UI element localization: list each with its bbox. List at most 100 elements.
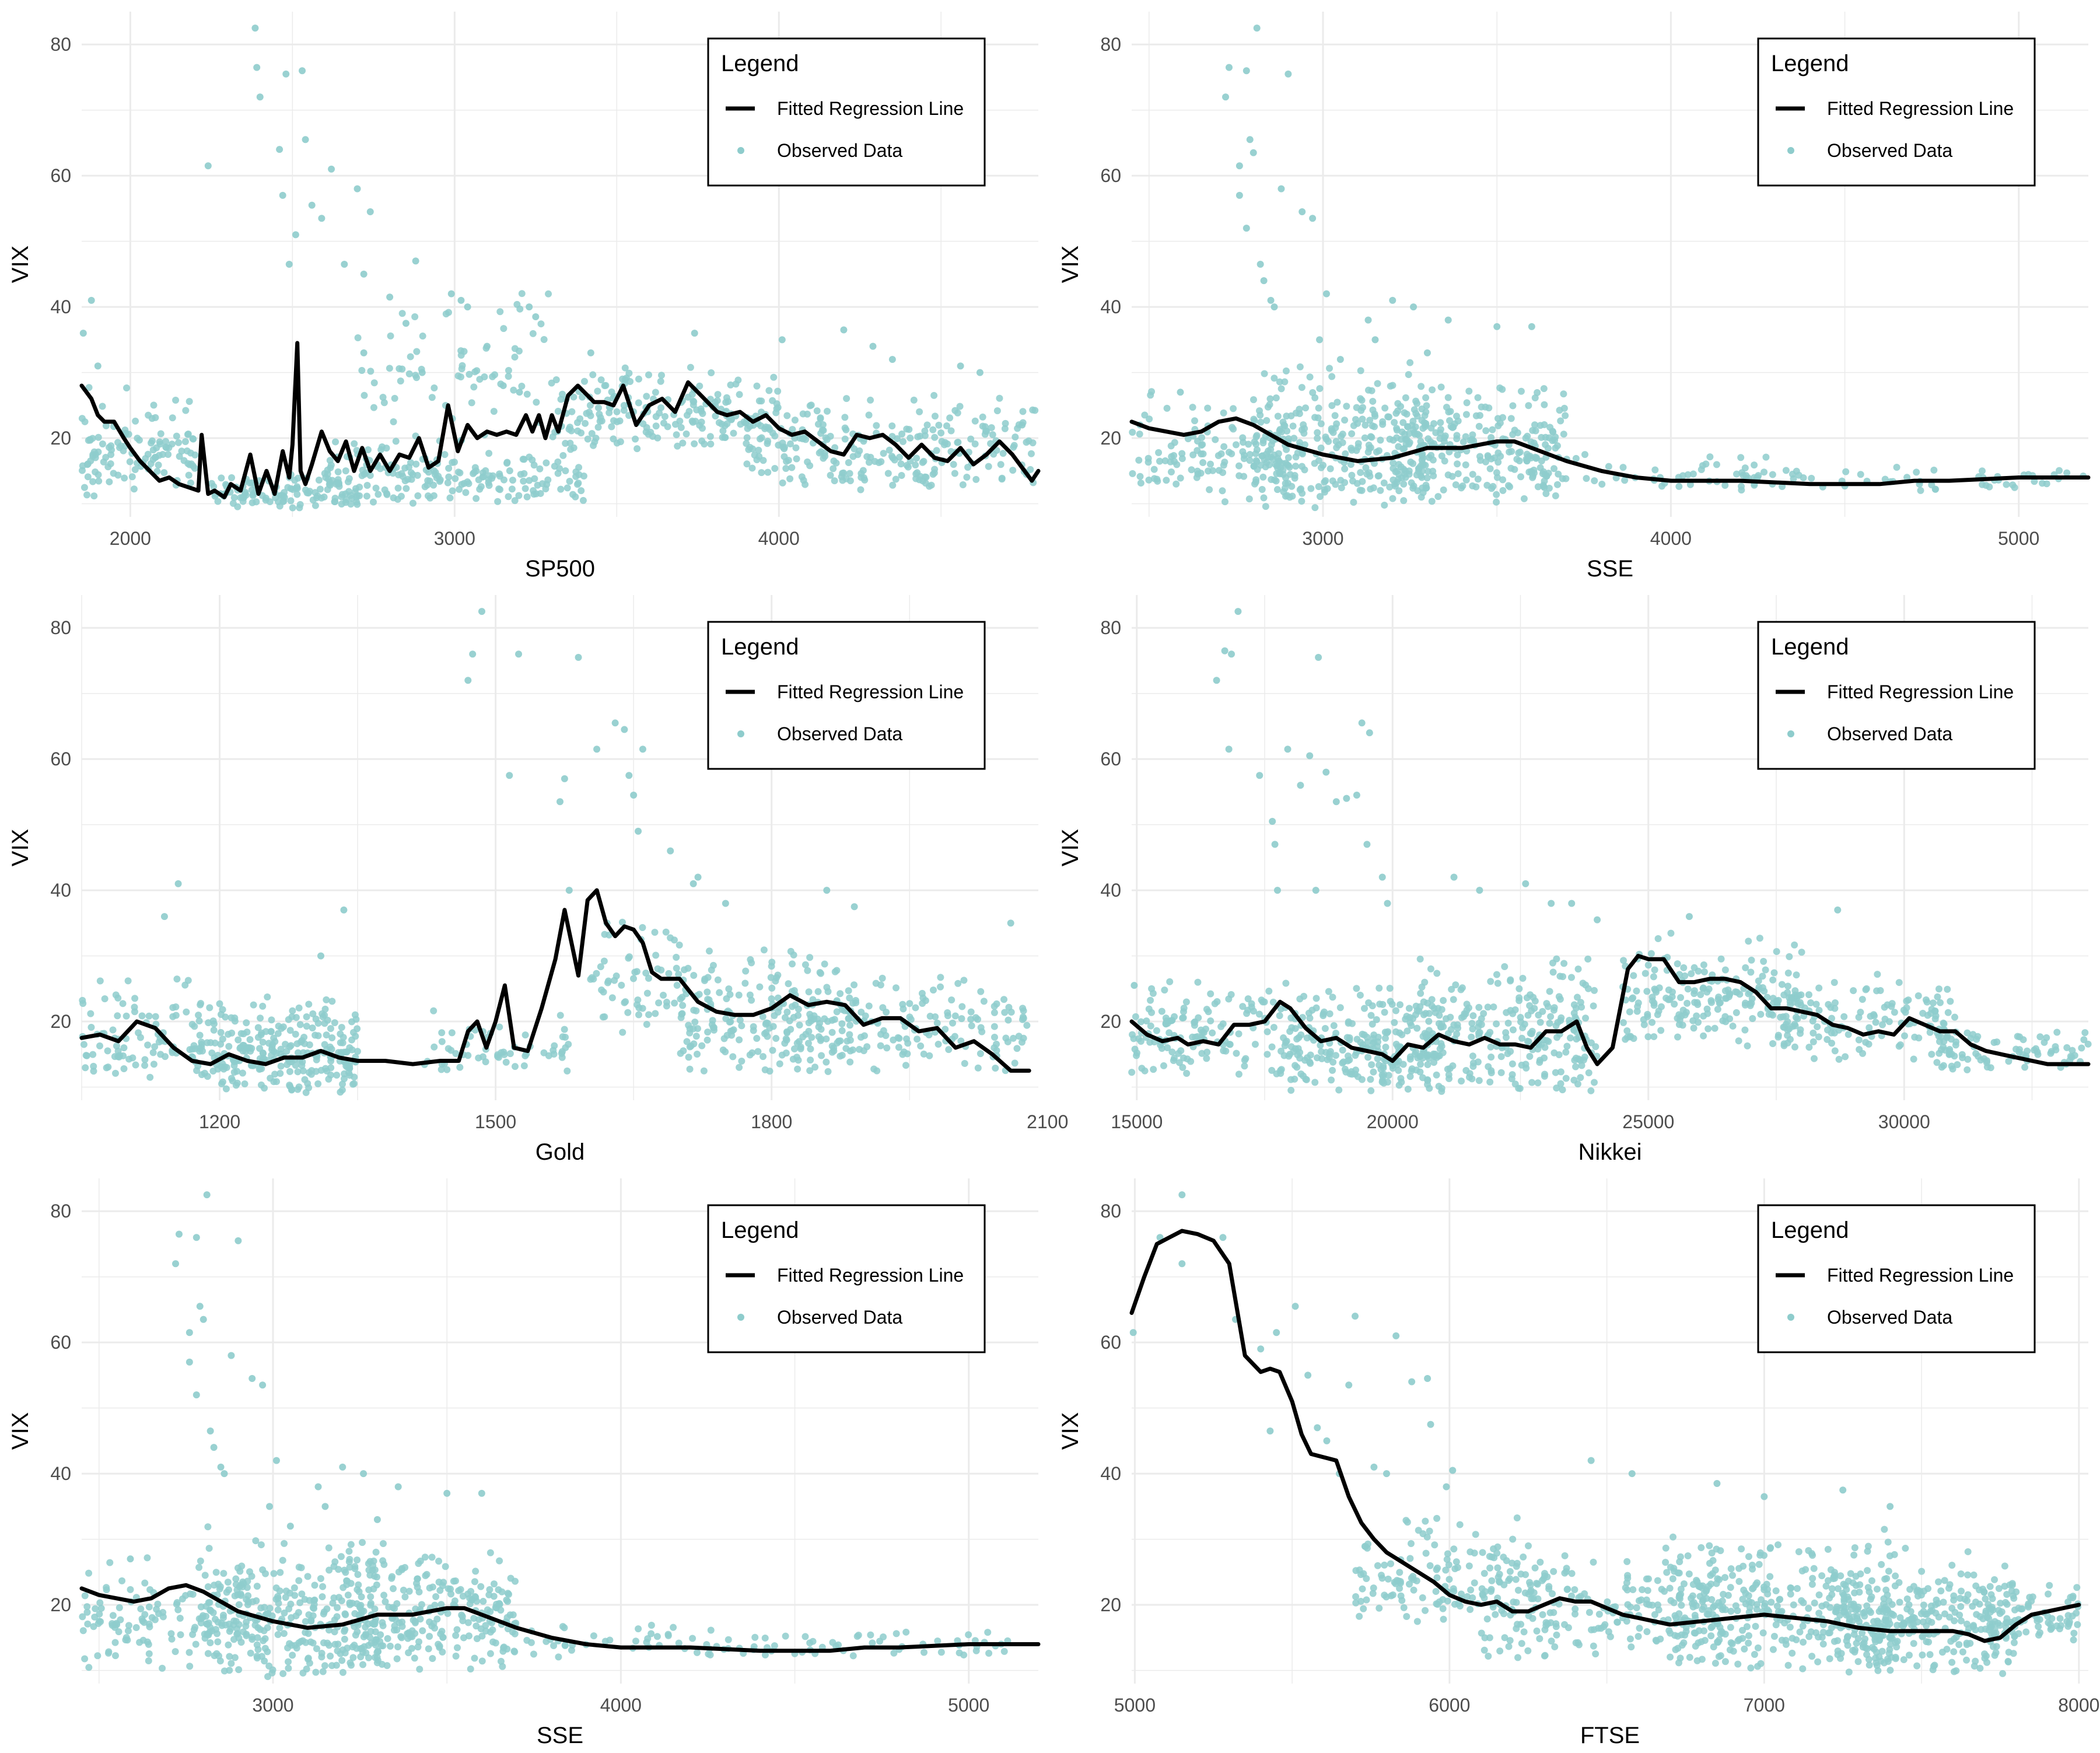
data-point [264,993,271,1000]
data-point [1357,469,1364,476]
data-point [381,399,388,406]
data-point [1760,468,1768,475]
data-point [1620,957,1627,964]
data-point [273,1078,280,1085]
data-point [407,459,414,466]
data-point [448,291,455,298]
data-point [799,1033,806,1040]
data-point [360,1633,368,1640]
data-point [426,495,433,502]
data-point [879,1004,886,1011]
data-point [1261,494,1268,501]
data-point [1408,1540,1415,1547]
data-point [285,1658,292,1665]
data-point [145,1657,152,1664]
data-point [1194,471,1201,478]
data-point [1213,998,1220,1005]
data-point [1824,1027,1831,1034]
data-point [750,1023,757,1030]
data-point [610,435,617,442]
data-point [141,1580,148,1587]
data-point [207,1039,214,1046]
data-point [815,988,822,995]
data-point [951,470,958,477]
data-point [484,343,491,350]
x-tick-label: 1800 [751,1111,792,1132]
data-point [253,64,260,71]
data-point [1733,471,1740,478]
data-point [196,1017,203,1024]
data-point [315,1032,322,1039]
data-point [1329,993,1336,1000]
data-point [530,1651,537,1658]
data-point [1459,984,1466,991]
data-point [548,380,555,387]
data-point [1338,484,1345,491]
data-point [818,1026,825,1033]
data-point [1271,477,1278,484]
data-point [1315,654,1322,661]
data-point [545,291,552,298]
data-point [849,1047,856,1054]
data-point [238,1030,245,1037]
data-point [1030,439,1037,446]
data-point [1789,1023,1796,1030]
data-point [173,433,180,440]
data-point [296,1599,303,1606]
data-point [804,967,811,974]
legend-point-key [737,730,744,737]
data-point [845,1015,852,1022]
data-point [1404,423,1411,430]
data-point [1650,973,1657,980]
data-point [1415,468,1422,475]
data-point [694,1051,701,1058]
data-point [1482,404,1489,411]
data-point [299,67,306,74]
data-point [1417,990,1424,997]
data-point [265,1610,272,1617]
data-point [1436,1012,1443,1019]
data-point [1744,1042,1751,1049]
data-point [247,1036,254,1043]
data-point [685,1054,692,1061]
data-point [747,956,754,963]
data-point [198,1038,205,1045]
data-point [693,1033,700,1040]
data-point [1586,1069,1592,1076]
data-point [1254,25,1261,32]
data-point [412,372,419,379]
data-point [172,1260,179,1267]
data-point [1842,468,1849,475]
data-point [259,1381,266,1388]
data-point [542,460,550,467]
data-point [182,407,189,414]
data-point [1468,1020,1475,1027]
data-point [1396,1082,1403,1089]
data-point [1760,958,1767,965]
data-point [267,498,274,505]
data-point [123,384,130,391]
data-point [1793,971,1800,978]
data-point [1440,1616,1447,1623]
data-point [418,1601,425,1608]
data-point [1282,979,1289,986]
data-point [873,980,880,987]
data-point [1374,1562,1381,1569]
data-point [1292,463,1299,470]
data-point [256,1045,263,1052]
data-point [466,1632,473,1639]
data-point [674,443,681,450]
data-point [1866,1041,1873,1048]
data-point [131,995,138,1002]
data-point [141,1056,148,1063]
data-point [249,487,256,494]
data-point [551,1051,558,1058]
data-point [821,453,828,460]
data-point [1867,1013,1874,1020]
data-point [1258,996,1265,1003]
data-point [1568,974,1575,981]
data-point [1642,970,1649,977]
data-point [1019,1005,1026,1012]
data-point [1363,841,1370,848]
